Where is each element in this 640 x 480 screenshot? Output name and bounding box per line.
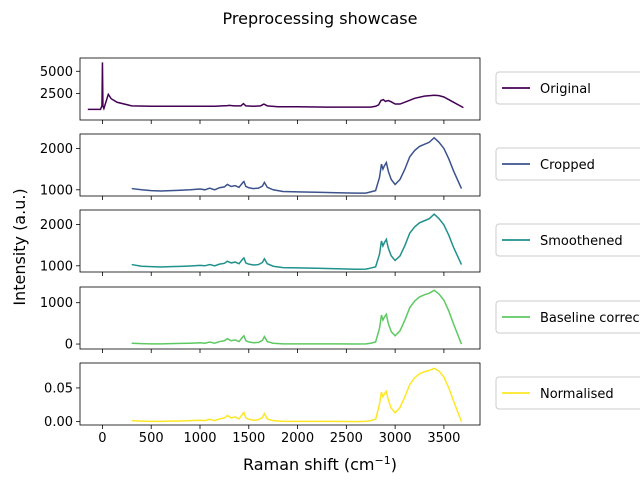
x-axis-label-main: Raman shift (cm — [243, 455, 374, 474]
axes-frame-4 — [79, 286, 481, 350]
y-tick-label: 2000 — [40, 142, 73, 157]
axes-frame-2 — [79, 133, 481, 197]
axes-frame-3 — [79, 209, 481, 273]
y-tick-label: 0.00 — [44, 415, 73, 430]
x-axis-label: Raman shift (cm−1) — [243, 454, 397, 474]
legend-label: Normalised — [540, 387, 614, 402]
legend-2: Cropped — [495, 147, 640, 181]
legend-box — [495, 376, 640, 410]
legend-label: Original — [540, 82, 591, 97]
y-axis-label: Intensity (a.u.) — [10, 188, 29, 305]
x-tick-label: 1000 — [183, 431, 216, 446]
legend-4: Baseline corrected — [495, 300, 640, 334]
y-tick-label: 1000 — [40, 259, 73, 274]
subplot-5: 0 500 1000 1500 2000 2500 3000 3500 0.00 0.05 Norm… — [44, 362, 640, 446]
y-tick-label: 2000 — [40, 218, 73, 233]
axes-frame-1 — [79, 57, 481, 121]
x-axis-label-superscript: −1 — [374, 454, 390, 467]
series-line-1 — [87, 62, 464, 111]
x-tick-label: 3500 — [427, 431, 460, 446]
legend-box — [495, 71, 640, 105]
y-tick-label: 0 — [65, 338, 73, 353]
subplot-2: 1000 2000 Cropped — [40, 133, 640, 200]
legend-label: Smoothened — [540, 234, 623, 249]
y-tick-label: 1000 — [40, 296, 73, 311]
series-line-2 — [131, 136, 463, 194]
x-tick-label: 3000 — [379, 431, 412, 446]
x-tick-label: 500 — [139, 431, 164, 446]
x-tick-label: 1500 — [232, 431, 265, 446]
legend-label: Baseline corrected — [540, 311, 640, 326]
legend-box — [495, 223, 640, 257]
series-line-3 — [131, 213, 463, 271]
series-line-5 — [131, 367, 463, 423]
legend-label: Cropped — [540, 158, 595, 173]
y-tick-label: 5000 — [40, 65, 73, 80]
legend-5: Normalised — [495, 376, 640, 410]
legend-box — [495, 147, 640, 181]
axes-frame-5 — [79, 362, 481, 426]
legend-1: Original — [495, 71, 640, 105]
x-axis-label-close: ) — [391, 455, 397, 474]
subplot-3: 1000 2000 Smoothened — [40, 209, 640, 276]
y-tick-label: 0.05 — [44, 381, 73, 396]
legend-3: Smoothened — [495, 223, 640, 257]
x-tick-label: 2000 — [281, 431, 314, 446]
subplot-stack: 25005000Original10002000Cropped10002000S… — [40, 57, 640, 446]
chart-title: Preprocessing showcase — [223, 9, 418, 28]
x-tick-label: 0 — [98, 431, 106, 446]
subplot-4: 0 1000 Baseline corrected — [40, 286, 640, 353]
subplot-1: 2500 5000 Original — [40, 57, 640, 124]
series-line-4 — [131, 289, 463, 345]
x-tick-label: 2500 — [330, 431, 363, 446]
legend-box — [495, 300, 640, 334]
y-tick-label: 1000 — [40, 183, 73, 198]
y-tick-label: 2500 — [40, 87, 73, 102]
